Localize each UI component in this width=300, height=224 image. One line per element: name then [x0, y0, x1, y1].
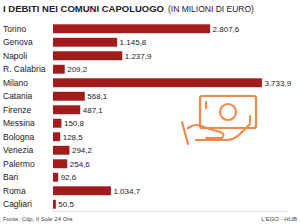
bar	[53, 173, 58, 182]
bar	[53, 92, 85, 101]
data-label: 150,8	[64, 119, 85, 128]
source: Fonte: Cdp, Il Sole 24 Ore	[3, 216, 73, 222]
bar	[53, 38, 117, 47]
category-label: Bologna	[3, 132, 34, 142]
bar	[53, 132, 60, 141]
title: I DEBITI NEI COMUNI CAPOLUOGO	[3, 3, 164, 14]
bar	[53, 200, 56, 209]
bar	[53, 159, 67, 168]
chart-container: I DEBITI NEI COMUNI CAPOLUOGO (IN MILIONI…	[0, 0, 300, 224]
bars	[53, 24, 262, 208]
money-icon	[182, 96, 256, 144]
category-label: Napoli	[3, 51, 27, 61]
data-label: 1.237,9	[125, 52, 152, 61]
category-label: Milano	[3, 78, 28, 88]
bar	[53, 119, 61, 128]
category-label: Cagliari	[3, 199, 32, 209]
category-label: Messina	[3, 118, 35, 128]
labels: Torino 2.807,6 Genova 1.145,8 Napoli 1.237,9 R…	[3, 24, 292, 210]
bar	[53, 65, 65, 74]
data-label: 3.733,9	[264, 79, 291, 88]
data-label: 209,2	[67, 65, 88, 74]
category-label: Venezia	[3, 145, 34, 155]
credit: L'EGO - HUB	[261, 216, 297, 222]
bar	[53, 51, 122, 60]
category-label: Palermo	[3, 159, 35, 169]
category-label: Genova	[3, 37, 33, 47]
subtitle: (IN MILIONI DI EURO)	[168, 4, 254, 14]
x-axis-line	[53, 211, 288, 212]
bar	[53, 146, 69, 155]
chart-svg: I DEBITI NEI COMUNI CAPOLUOGO (IN MILIONI…	[0, 0, 300, 224]
bar	[53, 186, 111, 195]
bar	[53, 78, 262, 87]
category-label: Bari	[3, 172, 18, 182]
title-line: I DEBITI NEI COMUNI CAPOLUOGO (IN MILIONI…	[3, 3, 254, 14]
category-label: R. Calabria	[3, 64, 46, 74]
data-label: 1.145,8	[120, 38, 147, 47]
data-label: 568,1	[87, 92, 108, 101]
data-label: 294,2	[72, 146, 93, 155]
data-label: 92,6	[61, 173, 77, 182]
category-label: Torino	[3, 24, 26, 34]
category-label: Catania	[3, 91, 33, 101]
data-label: 128,5	[63, 133, 84, 142]
data-label: 50,5	[58, 200, 74, 209]
data-label: 2.807,6	[213, 25, 240, 34]
category-label: Roma	[3, 186, 26, 196]
data-label: 1.034,7	[113, 187, 140, 196]
category-label: Firenze	[3, 105, 32, 115]
bar	[53, 24, 210, 33]
data-label: 254,6	[70, 160, 91, 169]
data-label: 487,1	[83, 106, 104, 115]
bar	[53, 105, 80, 114]
